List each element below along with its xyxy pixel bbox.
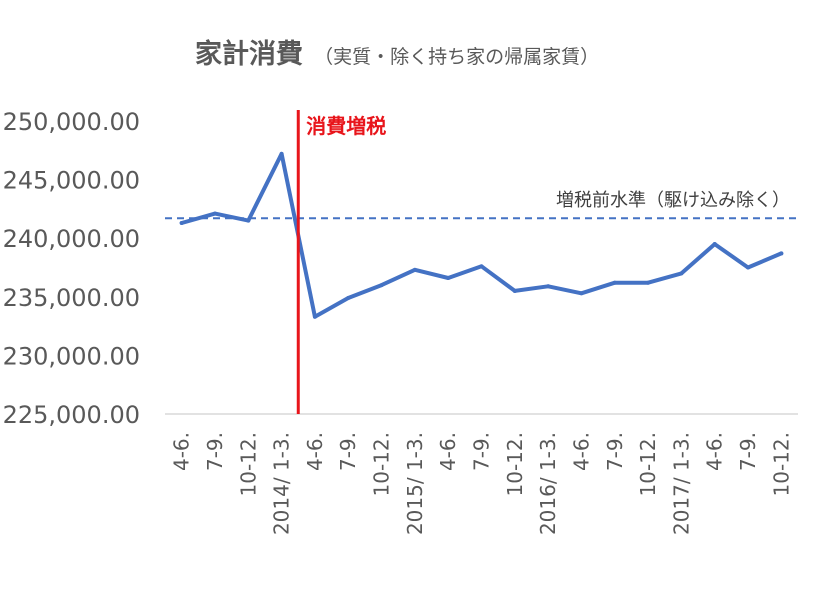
x-tick-label: 10-12.: [236, 432, 260, 496]
y-axis: 225,000.00 230,000.00 235,000.00 240,000.00…: [3, 108, 140, 429]
data-point: [479, 264, 484, 269]
y-tick-label: 245,000.00: [3, 167, 140, 195]
data-point: [379, 283, 384, 288]
x-tick-label: 10-12.: [503, 432, 527, 496]
data-point: [246, 218, 251, 223]
data-point: [746, 265, 751, 270]
series-line: [179, 151, 784, 319]
x-tick-label: 7-9.: [736, 432, 760, 471]
x-tick-label: 4-6.: [436, 432, 460, 471]
data-point: [446, 276, 451, 281]
data-point: [179, 220, 184, 225]
chart-title: 家計消費: [195, 38, 303, 70]
data-point: [779, 251, 784, 256]
x-tick-label: 4-6.: [569, 432, 593, 471]
data-point: [679, 271, 684, 276]
x-tick-label: 10-12.: [370, 432, 394, 496]
x-tick-label: 7-9.: [603, 432, 627, 471]
x-tick-label: 10-12.: [636, 432, 660, 496]
x-tick-label: 4-6.: [303, 432, 327, 471]
x-tick-label: 2015/ 1-3.: [403, 432, 427, 535]
data-point: [212, 211, 217, 216]
baseline-label: 増税前水準（駆け込み除く）: [556, 190, 790, 211]
data-point: [346, 295, 351, 300]
y-tick-label: 250,000.00: [3, 108, 140, 136]
data-point: [612, 280, 617, 285]
data-point: [579, 291, 584, 296]
x-axis: 4-6. 7-9. 10-12. 2014/ 1-3. 4-6. 7-9. 10-12. 20…: [170, 432, 794, 535]
x-tick-label: 2014/ 1-3.: [270, 432, 294, 535]
x-tick-label: 7-9.: [203, 432, 227, 471]
data-point: [312, 314, 317, 319]
x-tick-label: 4-6.: [170, 432, 194, 471]
data-point: [512, 288, 517, 293]
event-marker-label: 消費増税: [306, 114, 386, 138]
x-tick-label: 7-9.: [336, 432, 360, 471]
data-point: [279, 151, 284, 156]
y-tick-label: 240,000.00: [3, 225, 140, 253]
x-tick-label: 10-12.: [769, 432, 793, 496]
data-point: [646, 280, 651, 285]
data-point: [712, 242, 717, 247]
x-tick-label: 2016/ 1-3.: [536, 432, 560, 535]
y-tick-label: 225,000.00: [3, 401, 140, 429]
chart-title-group: 家計消費 （実質・除く持ち家の帰属家賃）: [195, 38, 599, 70]
series-points: [179, 151, 784, 319]
x-tick-label: 2017/ 1-3.: [669, 432, 693, 535]
x-tick-label: 7-9.: [470, 432, 494, 471]
x-tick-label: 4-6.: [703, 432, 727, 471]
data-point: [546, 284, 551, 289]
y-tick-label: 235,000.00: [3, 284, 140, 312]
data-point: [412, 267, 417, 272]
y-tick-label: 230,000.00: [3, 342, 140, 370]
chart-subtitle: （実質・除く持ち家の帰属家賃）: [314, 46, 599, 68]
